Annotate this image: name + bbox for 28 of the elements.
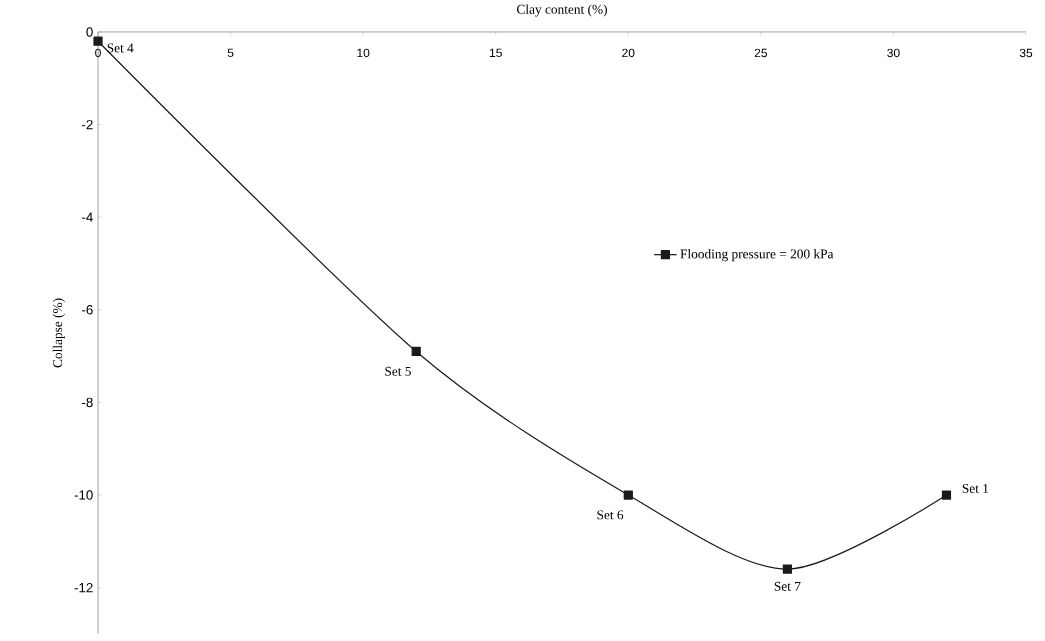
point bbox=[782, 564, 792, 574]
x-tick-label: 5 bbox=[227, 48, 234, 58]
x-tick-label: 20 bbox=[622, 48, 635, 58]
x-axis-title: Clay content (%) bbox=[517, 4, 607, 17]
x-tick-label: 35 bbox=[1019, 48, 1033, 58]
y-axis-title: Collapse (%) bbox=[52, 298, 65, 368]
y-tick-label: -2 bbox=[82, 119, 93, 130]
y-tick-label: -12 bbox=[74, 583, 93, 593]
annotation: Set 1 bbox=[962, 484, 989, 493]
annotation: Set 5 bbox=[385, 366, 411, 376]
x-tick-label: 10 bbox=[357, 48, 370, 58]
y-tick-label: -10 bbox=[74, 490, 93, 500]
point bbox=[623, 490, 633, 500]
annotation: Set 6 bbox=[597, 510, 624, 520]
x-tick-label: 0 bbox=[95, 48, 101, 58]
point bbox=[93, 36, 103, 46]
y-tick-label: 0 bbox=[86, 27, 93, 37]
y-tick-label: -6 bbox=[82, 305, 93, 315]
x-tick-label: 25 bbox=[754, 48, 768, 58]
x-tick-label: 15 bbox=[489, 48, 502, 58]
x-tick-label: 30 bbox=[887, 48, 900, 58]
legend-label: Flooding pressure = 200 kPa bbox=[680, 249, 834, 262]
annotation: Set 4 bbox=[107, 43, 134, 53]
point bbox=[941, 490, 952, 500]
annotation: Set 7 bbox=[774, 581, 801, 591]
y-tick-label: -4 bbox=[82, 212, 93, 222]
y-tick-label: -8 bbox=[82, 397, 93, 408]
point bbox=[411, 346, 421, 357]
